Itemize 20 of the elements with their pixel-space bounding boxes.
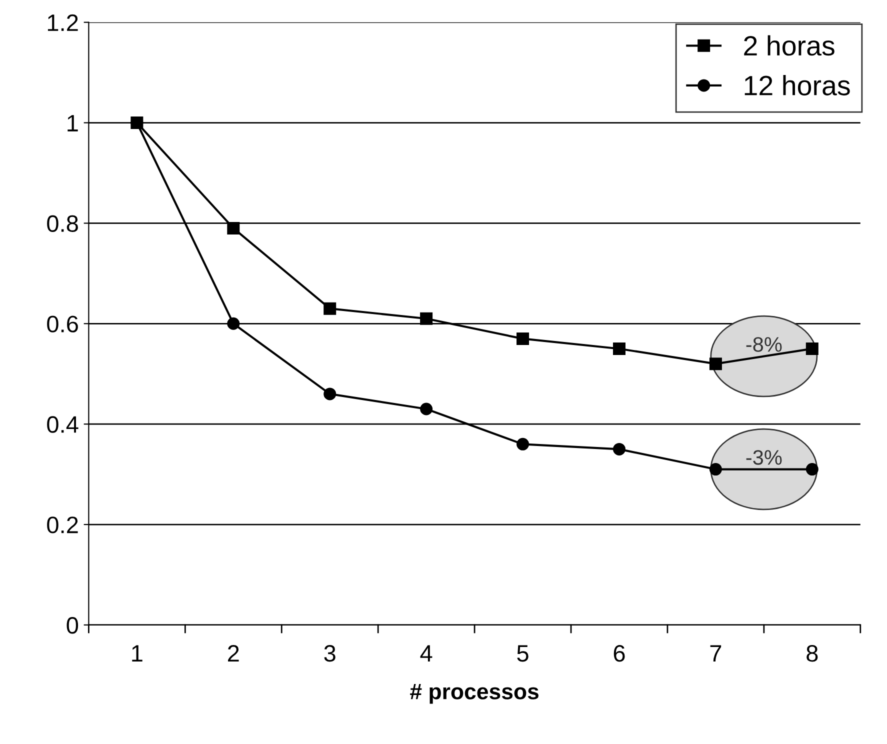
y-tick-label: 0.6 [47, 316, 78, 332]
y-tick-label: 1.2 [48, 14, 78, 31]
y-tick-label: 0 [66, 617, 78, 634]
x-tick-label: 4 [420, 645, 432, 662]
y-tick-label: 0.8 [47, 215, 78, 232]
x-axis-title: # processos [410, 684, 538, 704]
x-tick-label: 6 [614, 645, 625, 662]
y-tick-label: 1 [68, 115, 78, 132]
x-tick-label: 2 [228, 645, 239, 662]
x-tick-label: 7 [710, 645, 722, 662]
annotation: -3% [746, 450, 782, 465]
x-tick-label: 5 [517, 645, 528, 662]
x-tick-label: 8 [806, 645, 818, 662]
x-tick-label: 3 [324, 645, 336, 662]
x-tick-label: 1 [132, 645, 142, 662]
legend-label: 12 horas [744, 75, 850, 96]
legend-label: 2 horas [744, 35, 834, 56]
y-tick-label: 0.2 [47, 516, 78, 534]
annotation: -8% [746, 337, 782, 352]
y-tick-label: 0.4 [47, 416, 78, 433]
